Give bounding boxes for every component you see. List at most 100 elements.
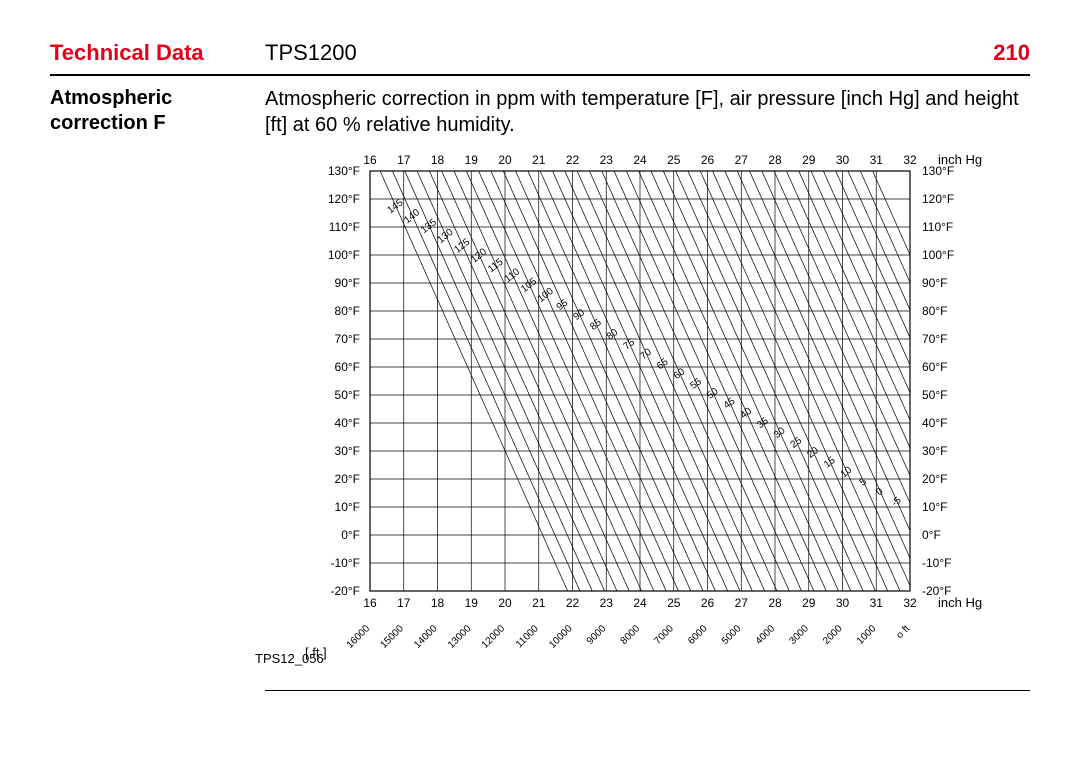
svg-text:31: 31	[870, 153, 884, 167]
svg-text:30: 30	[772, 425, 788, 441]
svg-text:9000: 9000	[585, 623, 609, 647]
svg-text:90°F: 90°F	[335, 276, 360, 290]
svg-text:29: 29	[802, 596, 816, 610]
svg-text:20°F: 20°F	[922, 472, 947, 486]
svg-text:22: 22	[566, 153, 580, 167]
svg-text:-10°F: -10°F	[922, 556, 951, 570]
svg-text:16000: 16000	[345, 623, 373, 651]
svg-text:40°F: 40°F	[922, 416, 947, 430]
svg-text:32: 32	[903, 153, 917, 167]
svg-text:20°F: 20°F	[335, 472, 360, 486]
svg-text:3000: 3000	[787, 623, 811, 647]
svg-text:30°F: 30°F	[922, 444, 947, 458]
svg-text:80°F: 80°F	[922, 304, 947, 318]
side-line1: Atmospheric	[50, 86, 265, 111]
svg-text:19: 19	[465, 153, 479, 167]
svg-text:65: 65	[655, 356, 671, 372]
svg-text:-20°F: -20°F	[922, 584, 951, 598]
svg-text:13000: 13000	[446, 623, 474, 651]
svg-text:6000: 6000	[686, 623, 710, 647]
svg-text:22: 22	[566, 596, 580, 610]
svg-text:27: 27	[735, 596, 749, 610]
svg-text:125: 125	[452, 236, 472, 255]
svg-text:10°F: 10°F	[922, 500, 947, 514]
svg-text:130°F: 130°F	[328, 164, 360, 178]
header-section: Technical Data	[50, 40, 265, 66]
svg-text:21: 21	[532, 153, 546, 167]
svg-text:1000: 1000	[855, 623, 879, 647]
svg-text:0°F: 0°F	[341, 528, 360, 542]
page-number: 210	[993, 40, 1030, 66]
svg-text:7000: 7000	[652, 623, 676, 647]
header-model: TPS1200	[265, 40, 993, 66]
svg-text:105: 105	[519, 276, 539, 295]
svg-text:60°F: 60°F	[922, 360, 947, 374]
svg-text:24: 24	[633, 153, 647, 167]
svg-text:80°F: 80°F	[335, 304, 360, 318]
svg-text:10°F: 10°F	[335, 500, 360, 514]
svg-text:90°F: 90°F	[922, 276, 947, 290]
svg-text:110°F: 110°F	[922, 220, 953, 234]
svg-text:17: 17	[397, 596, 411, 610]
svg-text:20: 20	[498, 596, 512, 610]
svg-text:5: 5	[858, 476, 870, 488]
atmospheric-chart: 1616171718181919202021212222232324242525…	[265, 146, 1025, 686]
svg-text:-20°F: -20°F	[331, 584, 360, 598]
svg-text:4000: 4000	[754, 623, 778, 647]
svg-text:26: 26	[701, 153, 715, 167]
svg-text:50°F: 50°F	[335, 388, 360, 402]
svg-text:55: 55	[688, 376, 704, 392]
chart-svg: 1616171718181919202021212222232324242525…	[265, 146, 1025, 686]
svg-text:50°F: 50°F	[922, 388, 947, 402]
svg-text:23: 23	[600, 153, 614, 167]
svg-text:10: 10	[839, 465, 855, 481]
svg-text:40°F: 40°F	[335, 416, 360, 430]
svg-text:0°F: 0°F	[922, 528, 941, 542]
svg-text:135: 135	[419, 217, 439, 236]
svg-text:20: 20	[805, 445, 821, 461]
svg-text:18: 18	[431, 596, 445, 610]
svg-text:19: 19	[465, 596, 479, 610]
svg-text:24: 24	[633, 596, 647, 610]
svg-text:17: 17	[397, 153, 411, 167]
svg-text:21: 21	[532, 596, 546, 610]
svg-text:28: 28	[768, 153, 782, 167]
svg-text:100°F: 100°F	[922, 248, 954, 262]
svg-text:28: 28	[768, 596, 782, 610]
svg-text:70°F: 70°F	[335, 332, 360, 346]
ft-bracket-label: [ ft ]	[305, 645, 327, 660]
svg-text:-10°F: -10°F	[331, 556, 360, 570]
svg-text:25: 25	[667, 596, 681, 610]
svg-text:12000: 12000	[480, 623, 508, 651]
svg-text:130°F: 130°F	[922, 164, 954, 178]
svg-text:16: 16	[363, 596, 377, 610]
svg-text:26: 26	[701, 596, 715, 610]
svg-text:15: 15	[822, 455, 838, 471]
svg-text:45: 45	[722, 396, 738, 412]
svg-text:2000: 2000	[821, 623, 845, 647]
svg-text:85: 85	[588, 317, 604, 333]
svg-text:11000: 11000	[514, 623, 541, 650]
footer-rule	[265, 690, 1030, 691]
svg-text:35: 35	[755, 415, 771, 431]
svg-text:120°F: 120°F	[922, 192, 954, 206]
svg-text:14000: 14000	[412, 623, 440, 651]
svg-text:115: 115	[486, 256, 506, 275]
svg-text:100°F: 100°F	[328, 248, 360, 262]
svg-text:70°F: 70°F	[922, 332, 947, 346]
svg-text:31: 31	[870, 596, 884, 610]
svg-text:o ft: o ft	[895, 623, 913, 641]
svg-text:30: 30	[836, 153, 850, 167]
svg-text:16: 16	[363, 153, 377, 167]
svg-text:140: 140	[402, 207, 422, 226]
svg-text:23: 23	[600, 596, 614, 610]
svg-text:8000: 8000	[619, 623, 643, 647]
svg-text:27: 27	[735, 153, 749, 167]
svg-text:32: 32	[903, 596, 917, 610]
svg-text:80: 80	[605, 327, 621, 343]
svg-text:25: 25	[789, 435, 805, 451]
svg-text:30°F: 30°F	[335, 444, 360, 458]
svg-text:145: 145	[385, 197, 405, 216]
svg-text:30: 30	[836, 596, 850, 610]
description-text: Atmospheric correction in ppm with tempe…	[265, 86, 1030, 138]
